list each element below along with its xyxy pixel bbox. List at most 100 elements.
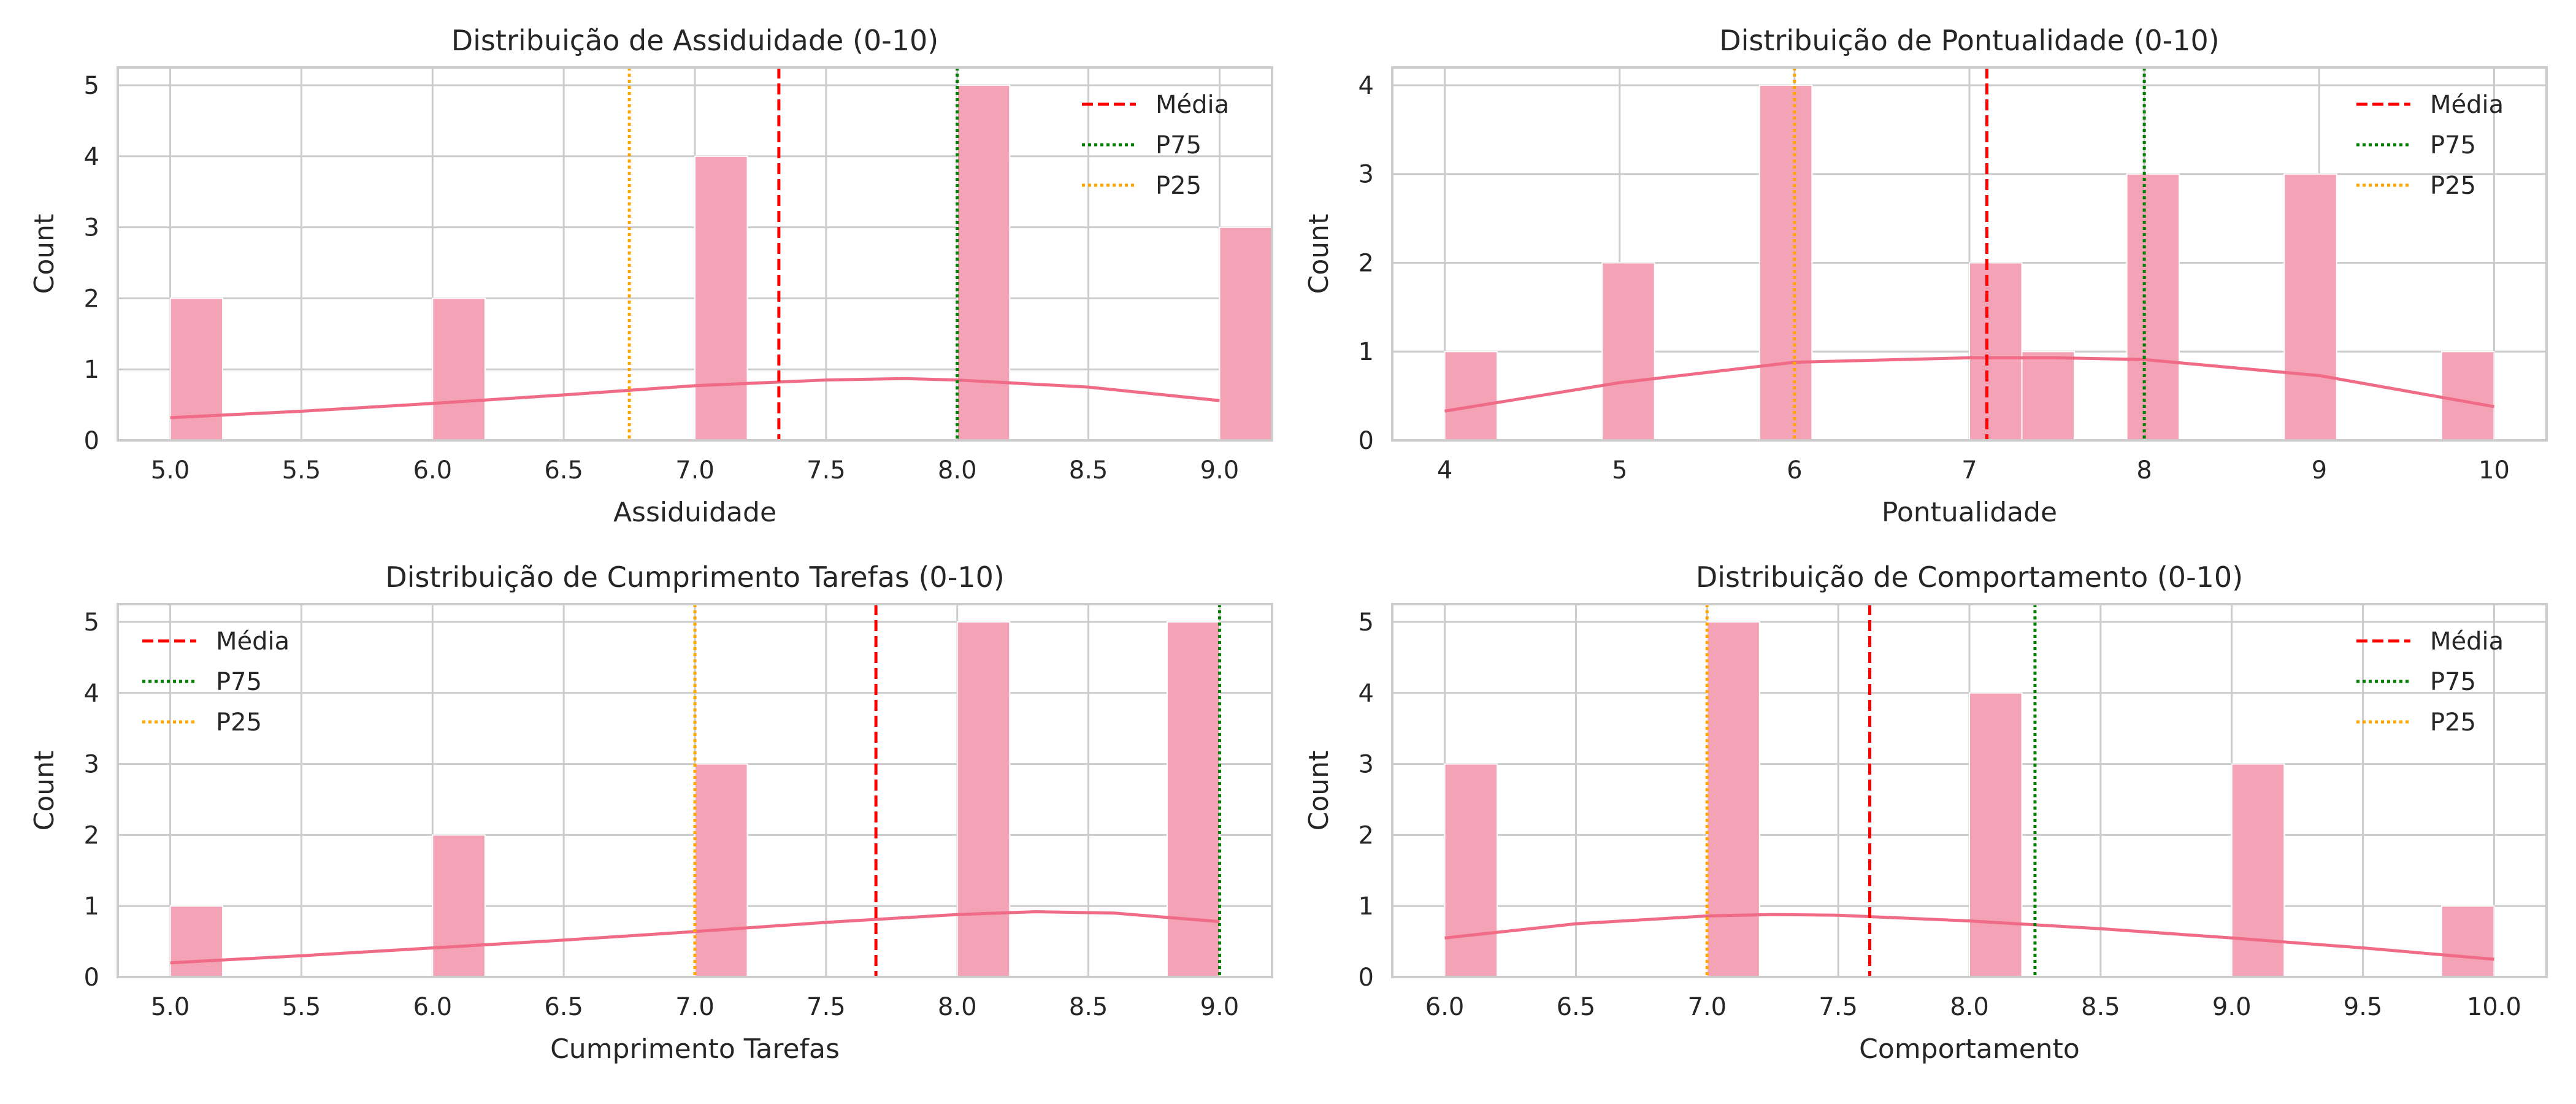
x-tick-label: 7.0 [675,456,715,485]
y-tick-label: 2 [84,821,99,849]
y-tick-label: 1 [1359,338,1374,366]
legend-p75-label: P75 [1156,131,1202,159]
kde-curve [170,377,1220,420]
chart-title: Distribuição de Cumprimento Tarefas (0-1… [385,561,1005,594]
histogram-bar [956,621,1011,978]
y-tick-label: 4 [84,680,99,708]
x-tick-label: 8.0 [938,993,977,1021]
histogram-bar [169,905,224,978]
axes-frame [1391,603,2548,978]
x-tick-label: 5.0 [151,456,190,485]
legend-p75-label: P75 [216,668,262,696]
y-axis-label: Count [29,214,60,294]
y-tick-label: 2 [1359,821,1374,849]
x-tick-label: 8.0 [1950,993,1989,1021]
legend-p25-label: P25 [2430,172,2476,200]
x-tick-label: 6 [1787,456,1802,485]
histogram-bar [2126,173,2180,441]
histogram-bar [169,297,224,441]
histogram-bar [1166,621,1221,978]
legend-p75-label: P75 [2430,668,2476,696]
x-axis-label: Assiduidade [613,497,776,528]
histogram-bar [1758,84,1813,441]
x-tick-label: 8.5 [1069,993,1108,1021]
x-tick-label: 9 [2312,456,2327,485]
histogram-bar [694,155,748,441]
x-tick-label: 8.0 [938,456,977,485]
y-axis-label: Count [29,751,60,831]
legend-mean-label: Média [216,627,289,656]
x-tick-label: 7.5 [807,456,846,485]
subplot-1: 5.0 5.5 6.0 6.5 7.0 7.5 8.0 8.5 9.0 0 1 2 3 4 5 Assidui… [29,24,1273,528]
y-tick-label: 1 [84,356,99,384]
histogram-bar [1969,692,2023,978]
y-tick-label: 2 [84,285,99,313]
kde-curve [1444,913,2494,961]
kde-curve [1444,356,2494,413]
subplot-3: 5.0 5.5 6.0 6.5 7.0 7.5 8.0 8.5 9.0 0 1 2 3 4 5 Cumprim… [29,561,1273,1065]
histogram-bar [1969,262,2023,441]
histogram-bar [1219,226,1273,441]
x-tick-label: 8 [2136,456,2152,485]
x-tick-label: 9.5 [2344,993,2383,1021]
subplot-2: 4 5 6 7 8 9 10 0 1 2 3 4 Pontualidade Count Distribuiç… [1303,24,2548,528]
y-tick-label: 1 [84,892,99,921]
axes-frame [117,66,1273,442]
histogram-bar [2440,905,2495,978]
y-tick-label: 5 [1359,608,1374,637]
x-tick-label: 8.5 [1069,456,1108,485]
legend-mean-label: Média [2430,627,2504,656]
chart-title: Distribuição de Comportamento (0-10) [1696,561,2243,594]
axes-frame [1391,66,2548,442]
y-tick-label: 5 [84,72,99,100]
y-tick-label: 1 [1359,892,1374,921]
histogram-bar [2440,351,2495,441]
x-tick-label: 4 [1437,456,1452,485]
chart-title: Distribuição de Assiduidade (0-10) [451,24,939,57]
histogram-bar [1444,763,1498,978]
x-tick-label: 6.5 [1557,993,1596,1021]
x-tick-label: 9.0 [1200,456,1240,485]
x-axis-label: Cumprimento Tarefas [550,1033,840,1065]
legend-p25-label: P25 [216,708,262,737]
x-tick-label: 7.0 [675,993,715,1021]
histogram-bar [1706,621,1760,978]
histogram-bar [2021,351,2076,441]
x-tick-label: 9.0 [1200,993,1240,1021]
x-tick-label: 6.0 [413,993,452,1021]
subplot-4: 6.0 6.5 7.0 7.5 8.0 8.5 9.0 9.5 10.0 0 1 2 3 4 5 Compor… [1303,561,2548,1065]
histogram-bar [432,297,486,441]
legend-p25-label: P25 [2430,708,2476,737]
y-tick-label: 3 [1359,751,1374,779]
legend-p25-label: P25 [1156,172,1202,200]
x-tick-label: 6.5 [544,993,583,1021]
x-tick-label: 5.5 [282,456,321,485]
kde-curve [170,910,1220,965]
x-tick-label: 10 [2478,456,2510,485]
x-tick-label: 6.0 [1425,993,1465,1021]
x-axis-label: Pontualidade [1882,497,2057,528]
histogram-bar [432,834,486,978]
histogram-bar [2283,173,2337,441]
x-axis-label: Comportamento [1859,1033,2080,1065]
y-tick-label: 0 [84,964,99,992]
x-tick-label: 5 [1612,456,1627,485]
y-tick-label: 0 [1359,964,1374,992]
x-tick-label: 6.5 [544,456,583,485]
x-tick-label: 8.5 [2081,993,2120,1021]
y-tick-label: 4 [1359,680,1374,708]
histogram-bar [694,763,748,978]
y-tick-label: 5 [84,608,99,637]
y-tick-label: 2 [1359,249,1374,277]
x-tick-label: 7.0 [1687,993,1727,1021]
x-tick-label: 5.5 [282,993,321,1021]
x-tick-label: 5.0 [151,993,190,1021]
x-tick-label: 7.5 [1819,993,1858,1021]
y-tick-label: 0 [1359,427,1374,455]
y-tick-label: 0 [84,427,99,455]
axes-frame [117,603,1273,978]
legend-mean-label: Média [1156,91,1229,119]
y-axis-label: Count [1303,751,1335,831]
